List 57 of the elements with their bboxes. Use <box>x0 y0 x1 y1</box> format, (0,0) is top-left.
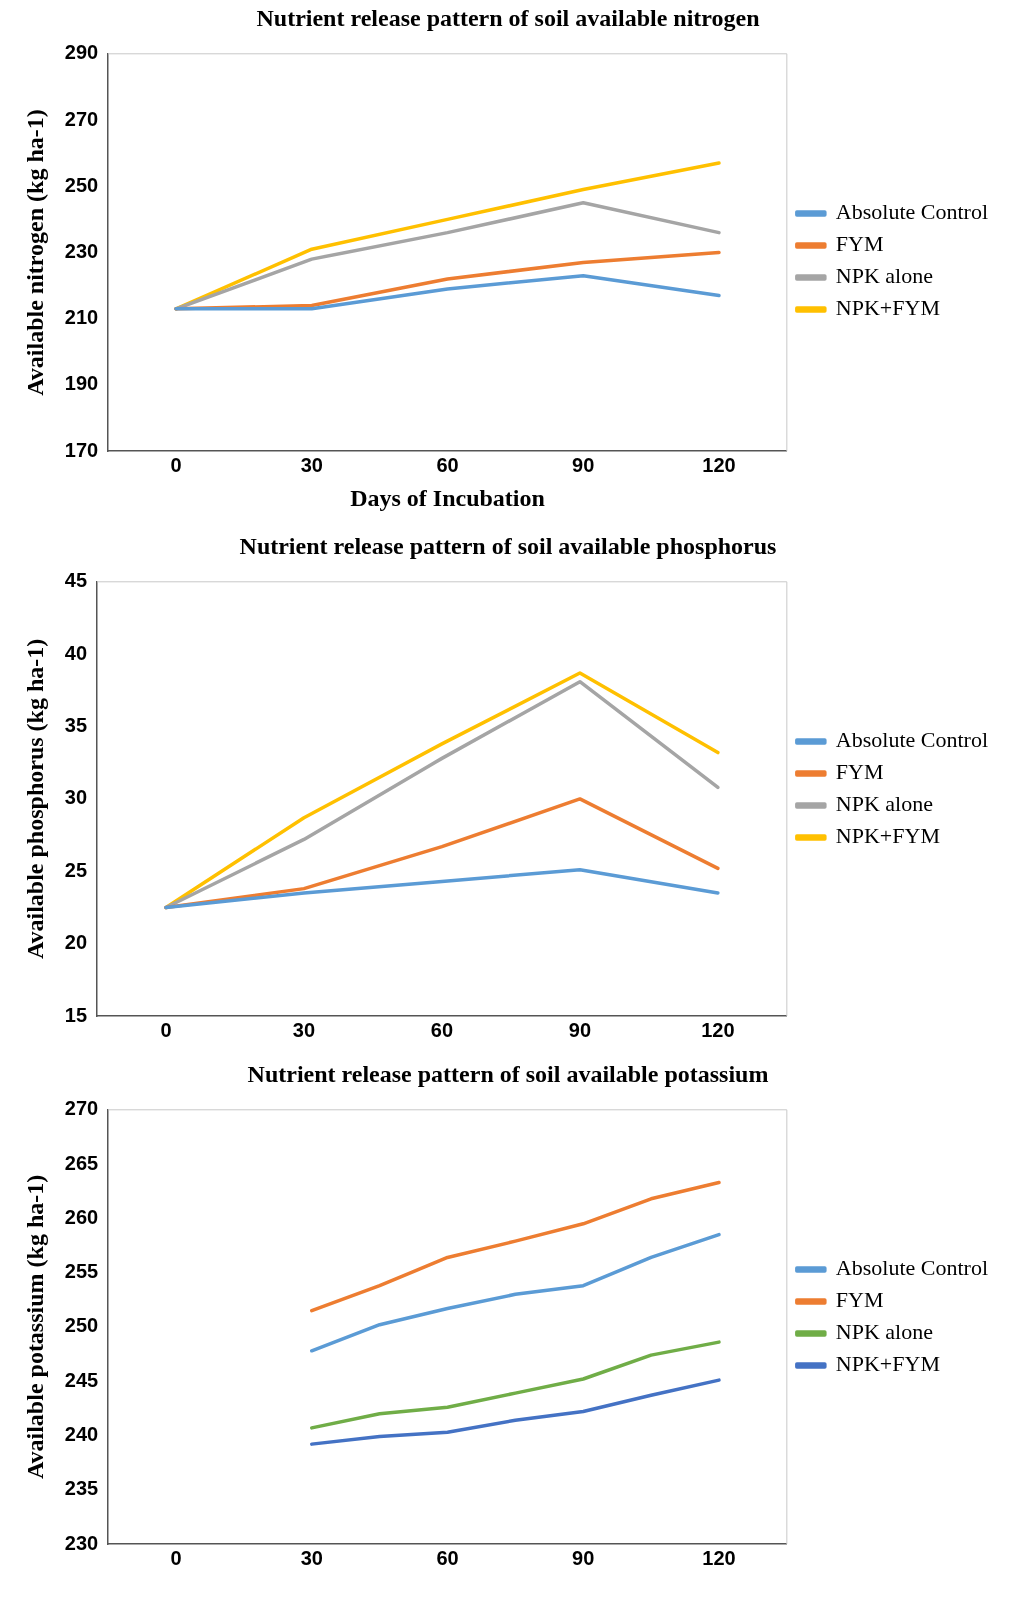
x-tick-label: 0 <box>170 1546 182 1569</box>
legend-label: NPK+FYM <box>835 823 940 849</box>
y-tick-label: 190 <box>64 372 99 395</box>
legend-label: FYM <box>835 231 884 257</box>
x-tick-label: 60 <box>436 1546 459 1569</box>
y-tick-label: 270 <box>64 107 99 130</box>
y-tick-label: 15 <box>64 1003 88 1026</box>
x-tick-label: 30 <box>300 1546 323 1569</box>
y-tick-label: 250 <box>64 173 99 196</box>
y-axis-title: Available nitrogen (kg ha-1) <box>21 109 48 396</box>
x-tick-label: 90 <box>572 1546 595 1569</box>
x-tick-label: 30 <box>292 1018 316 1041</box>
x-tick-label: 90 <box>572 453 595 476</box>
y-tick-label: 240 <box>64 1422 99 1445</box>
y-tick-label: 35 <box>64 714 88 737</box>
legend-label: Absolute Control <box>835 1255 989 1281</box>
x-tick-label: 30 <box>300 453 323 476</box>
y-tick-label: 230 <box>64 1531 99 1554</box>
x-tick-label: 120 <box>701 1018 735 1041</box>
legend-label: FYM <box>835 1287 884 1313</box>
x-axis-title: Days of Incubation <box>350 484 545 511</box>
y-tick-label: 210 <box>64 306 99 329</box>
y-tick-label: 235 <box>64 1477 99 1500</box>
y-tick-label: 45 <box>64 569 88 592</box>
chart-title: Nutrient release pattern of soil available nitrogen <box>256 4 760 31</box>
y-tick-label: 260 <box>64 1205 99 1228</box>
y-tick-label: 230 <box>64 240 99 263</box>
chart-title: Nutrient release pattern of soil available phosphorus <box>239 532 777 559</box>
x-tick-label: 90 <box>568 1018 592 1041</box>
x-tick-label: 60 <box>436 453 459 476</box>
y-axis-title: Available phosphorus (kg ha-1) <box>21 638 48 960</box>
y-tick-label: 20 <box>64 931 88 954</box>
y-tick-label: 265 <box>64 1151 99 1174</box>
x-tick-label: 0 <box>170 453 182 476</box>
legend-label: NPK alone <box>835 791 933 817</box>
legend-label: FYM <box>835 759 884 785</box>
y-tick-label: 250 <box>64 1314 99 1337</box>
y-tick-label: 245 <box>64 1368 99 1391</box>
x-tick-label: 0 <box>160 1018 172 1041</box>
legend-label: NPK+FYM <box>835 295 940 321</box>
y-tick-label: 40 <box>64 641 88 664</box>
y-tick-label: 30 <box>64 786 88 809</box>
x-tick-label: 120 <box>702 1546 736 1569</box>
y-axis-title: Available potassium (kg ha-1) <box>21 1174 48 1480</box>
legend-label: NPK+FYM <box>835 1351 940 1377</box>
legend-label: Absolute Control <box>835 727 989 753</box>
legend-label: NPK alone <box>835 263 933 289</box>
x-tick-label: 60 <box>430 1018 454 1041</box>
y-tick-label: 170 <box>64 438 99 461</box>
x-tick-label: 120 <box>702 453 736 476</box>
y-tick-label: 25 <box>64 858 88 881</box>
y-tick-label: 270 <box>64 1097 99 1120</box>
y-tick-label: 255 <box>64 1260 99 1283</box>
chart-title: Nutrient release pattern of soil available potassium <box>247 1060 769 1087</box>
legend-label: Absolute Control <box>835 199 989 225</box>
y-tick-label: 290 <box>64 41 99 64</box>
legend-label: NPK alone <box>835 1319 933 1345</box>
